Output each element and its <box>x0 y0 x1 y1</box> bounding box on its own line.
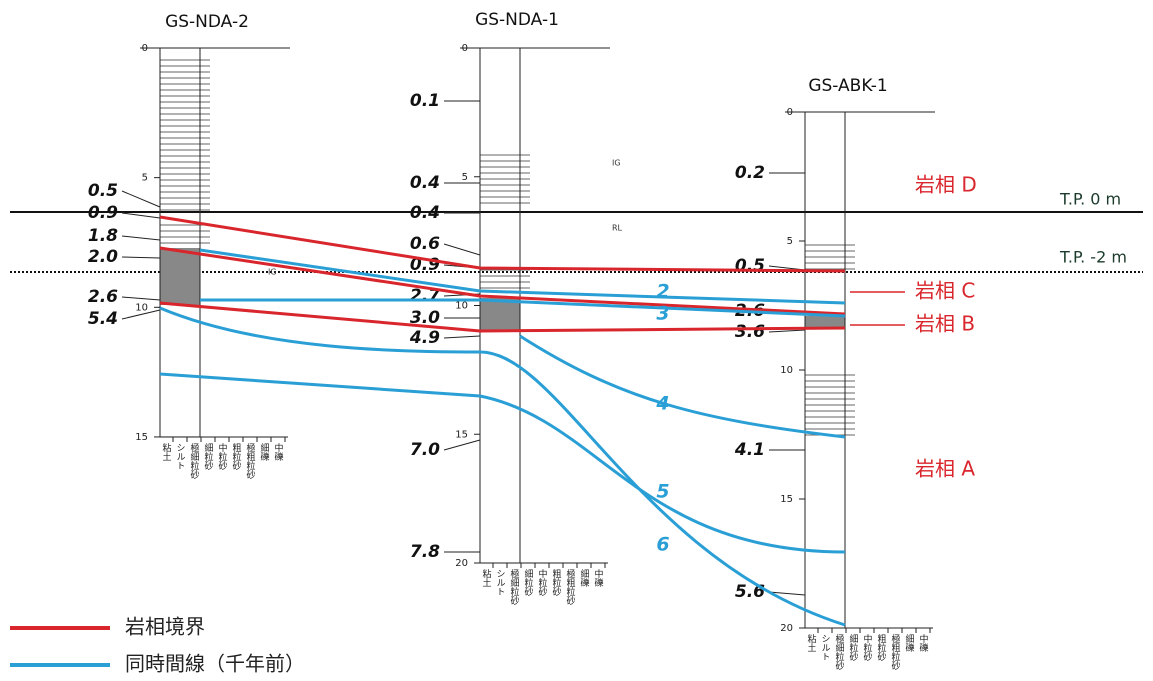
grain-label: 極粗粒砂 <box>890 633 901 671</box>
depth-label: 15 <box>455 429 468 440</box>
grain-label: 粘土 <box>481 568 492 587</box>
legend-label: 岩相境界 <box>125 615 205 639</box>
depth-label: 0 <box>787 107 793 118</box>
age-label: 2.0 <box>88 247 118 267</box>
depth-label: 0 <box>142 43 148 54</box>
depth-label: 0 <box>462 43 468 54</box>
isochron <box>160 374 845 552</box>
age-leader <box>122 297 160 300</box>
isochron-label: 6 <box>656 534 669 556</box>
age-label: 0.5 <box>88 181 118 201</box>
grain-label: 極細粒砂 <box>509 568 520 606</box>
grain-label: 極粗粒砂 <box>565 568 576 606</box>
depth-label: 5 <box>462 172 468 183</box>
mud-zone <box>160 248 200 305</box>
annotation: IG <box>612 159 621 168</box>
isochron <box>520 336 845 437</box>
depth-label: 5 <box>787 236 793 247</box>
grain-label: 粗粒砂 <box>876 633 887 662</box>
depth-label: 10 <box>455 301 468 312</box>
grain-label: 細礫 <box>579 568 590 588</box>
grain-label: 細礫 <box>904 633 915 653</box>
age-label: 0.4 <box>410 203 440 223</box>
depth-label: 10 <box>135 302 148 313</box>
grain-label: シルト <box>175 443 186 470</box>
grain-label: シルト <box>495 569 506 596</box>
diagram: GS-NDA-2051015粘土シルト極細粒砂細粒砂中粒砂粗粒砂極粗粒砂細礫中礫… <box>0 0 1153 681</box>
age-label: 0.4 <box>410 173 440 193</box>
grain-label: 細粒砂 <box>203 442 214 471</box>
age-label: 0.2 <box>735 163 765 183</box>
depth-label: 5 <box>142 173 148 184</box>
age-label: 5.4 <box>88 309 118 329</box>
grain-label: 極粗粒砂 <box>245 442 256 480</box>
depth-label: 15 <box>780 494 793 505</box>
grain-label: 粗粒砂 <box>551 568 562 597</box>
depth-label: 10 <box>780 365 793 376</box>
age-leader <box>444 244 480 255</box>
grain-label: 中粒砂 <box>862 633 873 662</box>
grain-label: 細粒砂 <box>848 633 859 662</box>
datum-label: T.P. -2 m <box>1059 248 1127 267</box>
grain-label: 細礫 <box>259 442 270 462</box>
age-label: 0.6 <box>410 234 440 254</box>
column-title: GS-NDA-2 <box>165 12 249 32</box>
isochron-label: 5 <box>656 481 669 503</box>
facies-label: 岩相 B <box>915 312 975 336</box>
age-label: 4.9 <box>409 328 440 348</box>
facies-label: 岩相 A <box>915 457 975 481</box>
datum-label: T.P. 0 m <box>1059 190 1121 209</box>
age-leader <box>444 336 480 338</box>
age-label: 1.8 <box>88 226 118 246</box>
grain-label: 中粒砂 <box>537 568 548 597</box>
age-leader <box>444 440 480 450</box>
grain-label: シルト <box>820 634 831 661</box>
column-title: GS-ABK-1 <box>808 76 887 96</box>
age-label: 0.9 <box>88 203 118 223</box>
age-leader <box>122 191 160 207</box>
facies-label: 岩相 C <box>915 279 975 303</box>
grain-label: 粗粒砂 <box>231 442 242 471</box>
mud-zone <box>805 316 845 328</box>
annotation: RL <box>612 224 623 233</box>
isochron-label: 3 <box>656 303 669 325</box>
isochron-label: 2 <box>656 281 669 303</box>
age-label: 3.6 <box>735 322 765 342</box>
grain-label: 中粒砂 <box>217 442 228 471</box>
age-label: 0.5 <box>735 256 765 276</box>
grain-label: 細粒砂 <box>523 568 534 597</box>
grain-label: 中礫 <box>273 442 284 462</box>
age-label: 7.8 <box>410 542 440 562</box>
age-leader <box>122 257 160 258</box>
grain-label: 極細粒砂 <box>834 633 845 671</box>
column <box>160 48 200 437</box>
grain-label: 中礫 <box>918 633 929 653</box>
column-title: GS-NDA-1 <box>475 10 559 30</box>
grain-label: 粘土 <box>161 442 172 461</box>
depth-label: 15 <box>135 432 148 443</box>
age-leader <box>769 330 805 332</box>
age-label: 4.1 <box>734 440 765 460</box>
grain-label: 粘土 <box>806 633 817 652</box>
legend-label: 同時間線（千年前） <box>125 652 305 676</box>
age-label: 2.6 <box>88 287 118 307</box>
age-leader <box>122 236 160 240</box>
grain-label: 極細粒砂 <box>189 442 200 480</box>
annotation: IG <box>268 268 277 277</box>
grain-label: 中礫 <box>593 568 604 588</box>
isochron-label: 4 <box>655 393 669 415</box>
age-leader <box>122 213 160 218</box>
depth-label: 20 <box>780 623 793 634</box>
facies-label: 岩相 D <box>915 173 977 197</box>
age-label: 5.6 <box>735 582 765 602</box>
age-label: 0.1 <box>410 91 440 111</box>
depth-label: 20 <box>455 558 468 569</box>
age-label: 7.0 <box>410 440 440 460</box>
